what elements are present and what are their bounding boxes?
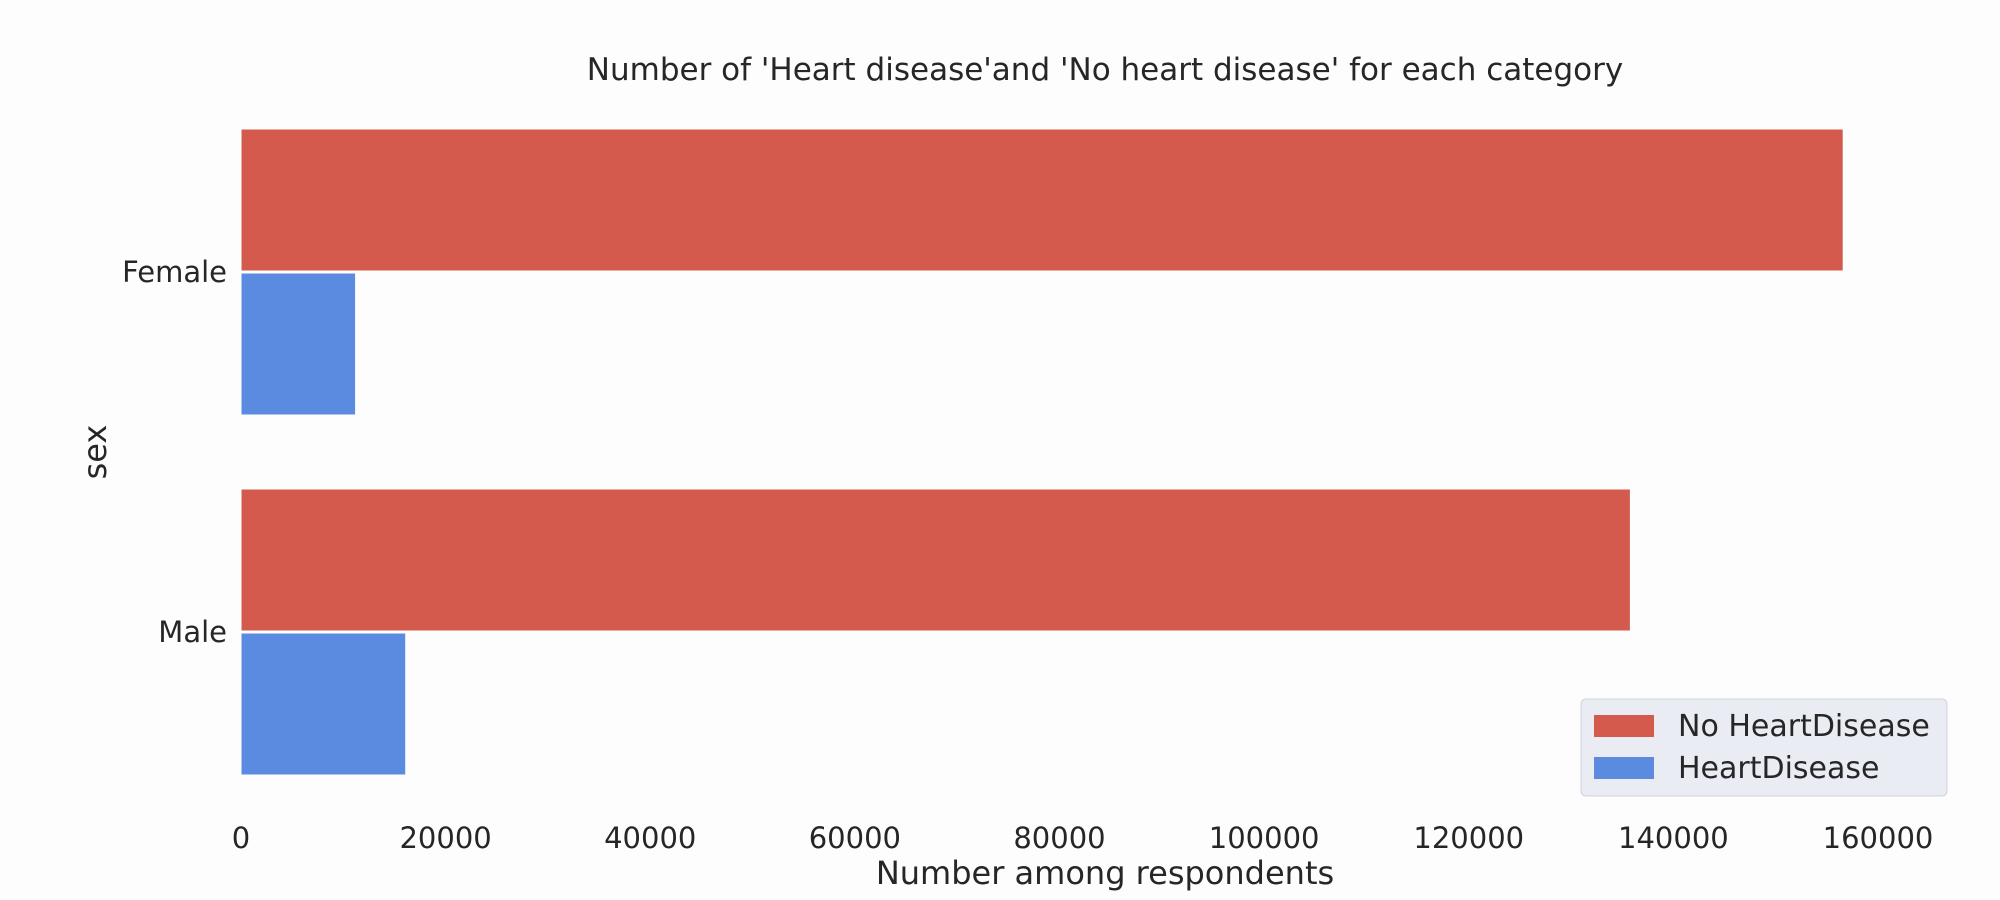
legend-box: [1580, 698, 1948, 797]
chart-title: Number of 'Heart disease'and 'No heart d…: [587, 52, 1623, 88]
x-tick-label: 100000: [1209, 821, 1320, 855]
x-tick-label: 0: [232, 821, 250, 855]
legend-label: HeartDisease: [1678, 751, 1880, 786]
x-tick-label: 140000: [1618, 821, 1729, 855]
x-axis-label: Number among respondents: [876, 854, 1334, 892]
legend-swatch: [1594, 757, 1654, 779]
y-tick-label-male: Male: [158, 615, 227, 649]
bar-heartdisease-male: [240, 632, 407, 776]
legend-swatch: [1594, 715, 1654, 737]
bar-no-heartdisease-female: [240, 128, 1844, 272]
x-tick-labels: 0 20000 40000 60000 80000 100000 120000 140000 1…: [232, 821, 1934, 855]
y-axis-label: sex: [76, 425, 114, 480]
x-tick-label: 80000: [1013, 821, 1105, 855]
x-tick-label: 60000: [809, 821, 901, 855]
bars: [240, 128, 1844, 776]
x-tick-label: 160000: [1823, 821, 1934, 855]
bar-heartdisease-female: [240, 272, 357, 416]
bar-no-heartdisease-male: [240, 488, 1631, 632]
x-tick-label: 40000: [604, 821, 696, 855]
x-tick-label: 20000: [399, 821, 491, 855]
x-tick-label: 120000: [1413, 821, 1524, 855]
legend-label: No HeartDisease: [1678, 709, 1930, 744]
category-labels: Female Male: [122, 255, 227, 649]
legend: No HeartDisease HeartDisease: [1580, 698, 1948, 797]
y-tick-label-female: Female: [122, 255, 227, 289]
